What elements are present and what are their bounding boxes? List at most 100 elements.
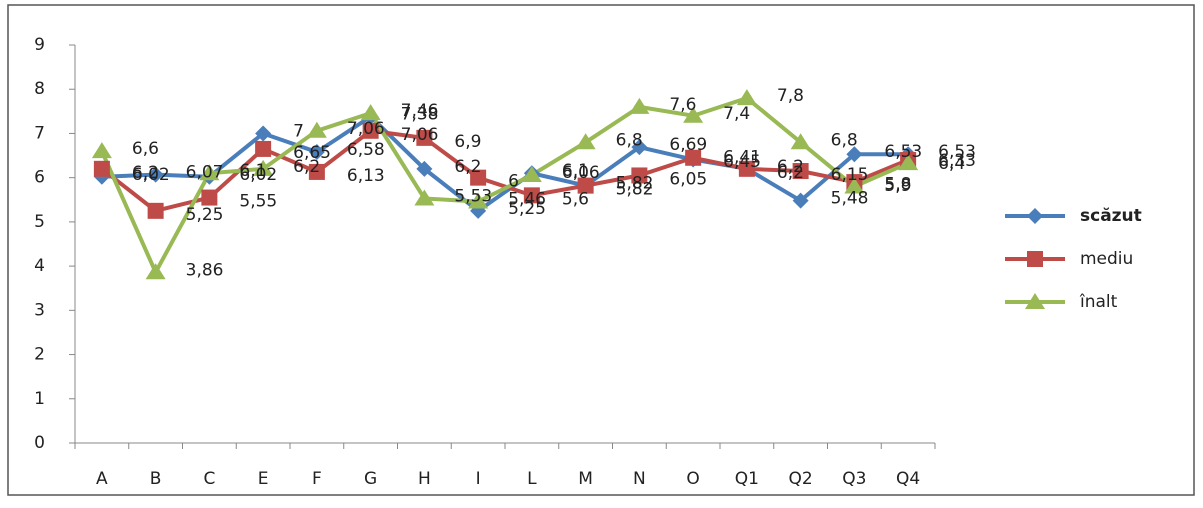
point bbox=[255, 125, 272, 142]
point bbox=[416, 160, 433, 177]
point bbox=[360, 104, 381, 121]
point bbox=[468, 192, 489, 209]
data-label: 6,06 bbox=[562, 163, 600, 183]
data-label: 6,6 bbox=[132, 139, 159, 159]
y-tick-label: 0 bbox=[34, 433, 45, 453]
data-label: 6,2 bbox=[293, 157, 320, 177]
point bbox=[147, 202, 164, 219]
data-label: 6 bbox=[508, 172, 519, 192]
point bbox=[91, 142, 112, 159]
data-label: 6,1 bbox=[562, 161, 589, 181]
data-label: 7,38 bbox=[401, 105, 439, 125]
point bbox=[147, 166, 164, 183]
chart-frame bbox=[7, 4, 1195, 496]
point bbox=[1027, 251, 1043, 267]
data-label: 6,8 bbox=[616, 130, 643, 150]
point bbox=[306, 121, 327, 138]
point bbox=[629, 97, 650, 114]
point bbox=[362, 122, 379, 139]
point bbox=[683, 106, 704, 123]
data-label: 7,06 bbox=[401, 125, 439, 145]
x-tick-label: M bbox=[578, 469, 593, 489]
data-label: 7,46 bbox=[401, 101, 439, 121]
point bbox=[308, 144, 325, 161]
data-label: 6,1 bbox=[239, 161, 266, 181]
point bbox=[1027, 208, 1043, 224]
x-tick-label: Q2 bbox=[789, 469, 813, 489]
point bbox=[631, 139, 648, 156]
x-tick-label: Q4 bbox=[896, 469, 920, 489]
data-label: 6,53 bbox=[884, 142, 922, 162]
x-tick-label: B bbox=[150, 469, 162, 489]
y-tick-label: 5 bbox=[34, 212, 45, 232]
x-tick-label: N bbox=[633, 469, 646, 489]
y-tick-label: 2 bbox=[34, 345, 45, 365]
legend-label: înalt bbox=[1079, 292, 1118, 312]
data-label: 5,46 bbox=[508, 190, 546, 210]
series-line bbox=[100, 95, 909, 277]
data-label: 6,15 bbox=[831, 165, 869, 185]
data-label: 6,02 bbox=[239, 165, 277, 185]
data-label: 6,33 bbox=[938, 151, 976, 171]
point bbox=[255, 140, 272, 157]
point bbox=[201, 189, 218, 206]
point bbox=[93, 160, 110, 177]
x-tick-label: E bbox=[258, 469, 269, 489]
data-label: 6,2 bbox=[777, 163, 804, 183]
data-label: 6,8 bbox=[831, 130, 858, 150]
point bbox=[470, 169, 487, 186]
x-tick-label: G bbox=[364, 469, 377, 489]
point bbox=[308, 163, 325, 180]
data-label: 7,4 bbox=[723, 104, 750, 124]
data-label: 6,02 bbox=[132, 165, 170, 185]
data-label: 6,69 bbox=[669, 135, 707, 155]
data-label: 5,6 bbox=[562, 189, 589, 209]
data-label: 7,8 bbox=[777, 86, 804, 106]
data-label: 5,9 bbox=[884, 176, 911, 196]
x-tick-label: C bbox=[203, 469, 215, 489]
data-label: 6,9 bbox=[454, 132, 481, 152]
point bbox=[846, 146, 863, 163]
data-label: 6,53 bbox=[938, 142, 976, 162]
series-line bbox=[101, 114, 909, 214]
data-label: 5,48 bbox=[831, 189, 869, 209]
point bbox=[416, 129, 433, 146]
y-tick-label: 9 bbox=[34, 35, 45, 55]
x-tick-label: O bbox=[686, 469, 699, 489]
point bbox=[523, 187, 540, 204]
data-label: 6,65 bbox=[293, 143, 331, 163]
data-label: 6,2 bbox=[454, 157, 481, 177]
x-tick-label: L bbox=[527, 469, 537, 489]
data-label: 3,86 bbox=[186, 260, 224, 280]
data-label: 6,2 bbox=[777, 157, 804, 177]
data-label: 5,25 bbox=[508, 199, 546, 219]
point bbox=[575, 133, 596, 150]
point bbox=[685, 149, 702, 166]
legend-label: scăzut bbox=[1080, 206, 1142, 226]
point bbox=[521, 166, 542, 183]
data-label: 6,05 bbox=[669, 169, 707, 189]
point bbox=[898, 154, 919, 171]
data-label: 6,2 bbox=[132, 163, 159, 183]
y-tick-label: 4 bbox=[34, 256, 45, 276]
data-label: 6,07 bbox=[186, 163, 224, 183]
point bbox=[253, 159, 274, 176]
y-tick-label: 3 bbox=[34, 300, 45, 320]
x-tick-label: H bbox=[418, 469, 431, 489]
point bbox=[844, 177, 865, 194]
data-label: 6,13 bbox=[347, 166, 385, 186]
x-tick-label: Q3 bbox=[842, 469, 866, 489]
data-label: 5,82 bbox=[616, 174, 654, 194]
data-label: 6,4 bbox=[938, 154, 965, 174]
point bbox=[631, 167, 648, 184]
data-label: 7,6 bbox=[669, 95, 696, 115]
x-tick-label: F bbox=[312, 469, 322, 489]
y-tick-label: 8 bbox=[34, 79, 45, 99]
data-label: 5,8 bbox=[884, 175, 911, 195]
point bbox=[577, 177, 594, 194]
legend-label: mediu bbox=[1080, 249, 1133, 269]
data-label: 5,53 bbox=[454, 186, 492, 206]
data-label: 7 bbox=[293, 121, 304, 141]
data-label: 6,41 bbox=[723, 148, 761, 168]
